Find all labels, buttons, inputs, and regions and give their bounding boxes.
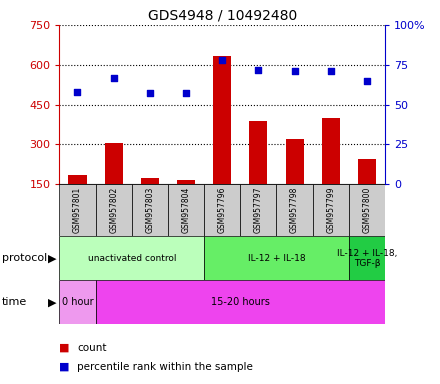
Bar	[213, 56, 231, 184]
Text: GSM957803: GSM957803	[145, 187, 154, 233]
Point	[327, 68, 334, 74]
Bar	[286, 139, 304, 184]
Point	[291, 68, 298, 74]
Bar	[204, 184, 240, 236]
Bar	[105, 143, 123, 184]
Point	[255, 66, 262, 73]
Bar	[95, 280, 385, 324]
Point	[363, 78, 370, 84]
Text: ▶: ▶	[48, 297, 56, 308]
Text: GSM957801: GSM957801	[73, 187, 82, 233]
Bar	[95, 184, 132, 236]
Bar	[59, 236, 204, 280]
Text: GSM957802: GSM957802	[109, 187, 118, 233]
Bar	[59, 184, 95, 236]
Text: 0 hour: 0 hour	[62, 297, 93, 308]
Text: ■: ■	[59, 362, 70, 372]
Text: protocol: protocol	[2, 253, 48, 263]
Bar	[141, 178, 159, 184]
Bar	[69, 175, 87, 184]
Text: count: count	[77, 343, 106, 353]
Text: GSM957804: GSM957804	[182, 187, 191, 233]
Text: GSM957798: GSM957798	[290, 187, 299, 233]
Bar	[358, 159, 376, 184]
Bar	[349, 184, 385, 236]
Text: 15-20 hours: 15-20 hours	[211, 297, 270, 308]
Point	[110, 74, 117, 81]
Bar	[59, 280, 95, 324]
Bar	[132, 184, 168, 236]
Bar	[276, 184, 313, 236]
Text: percentile rank within the sample: percentile rank within the sample	[77, 362, 253, 372]
Text: ■: ■	[59, 343, 70, 353]
Text: GSM957796: GSM957796	[218, 187, 227, 233]
Point	[74, 89, 81, 95]
Bar	[177, 180, 195, 184]
Bar	[168, 184, 204, 236]
Text: IL-12 + IL-18: IL-12 + IL-18	[248, 254, 305, 263]
Text: GSM957797: GSM957797	[254, 187, 263, 233]
Title: GDS4948 / 10492480: GDS4948 / 10492480	[147, 8, 297, 22]
Bar	[313, 184, 349, 236]
Point	[219, 57, 226, 63]
Text: GSM957799: GSM957799	[326, 187, 335, 233]
Text: unactivated control: unactivated control	[88, 254, 176, 263]
Point	[147, 90, 154, 96]
Text: IL-12 + IL-18,
TGF-β: IL-12 + IL-18, TGF-β	[337, 248, 397, 268]
Text: time: time	[2, 297, 27, 308]
Text: GSM957800: GSM957800	[363, 187, 371, 233]
Bar	[204, 236, 349, 280]
Text: ▶: ▶	[48, 253, 56, 263]
Bar	[349, 236, 385, 280]
Bar	[240, 184, 276, 236]
Point	[183, 90, 190, 96]
Bar	[249, 121, 268, 184]
Bar	[322, 118, 340, 184]
